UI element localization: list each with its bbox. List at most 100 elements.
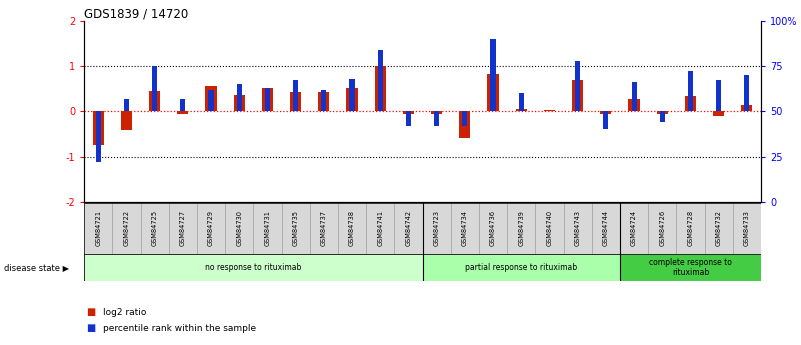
Bar	[378, 50, 383, 111]
Text: GSM84734: GSM84734	[462, 210, 468, 246]
Bar	[375, 66, 386, 111]
Text: GSM84724: GSM84724	[631, 210, 637, 246]
Bar	[657, 111, 668, 115]
Bar	[434, 111, 439, 126]
Text: GDS1839 / 14720: GDS1839 / 14720	[84, 8, 188, 21]
Bar	[121, 111, 132, 130]
Bar	[544, 110, 555, 111]
Bar	[236, 84, 242, 111]
Text: GSM84741: GSM84741	[377, 210, 383, 246]
Bar	[262, 88, 273, 111]
Bar	[629, 99, 640, 111]
Text: ■: ■	[86, 324, 95, 333]
Bar	[180, 99, 185, 111]
Bar	[451, 203, 479, 254]
Bar	[140, 203, 169, 254]
Bar	[507, 203, 535, 254]
Bar	[462, 111, 467, 126]
Bar	[620, 203, 648, 254]
Bar	[705, 203, 733, 254]
Text: GSM84730: GSM84730	[236, 210, 242, 246]
Bar	[394, 203, 422, 254]
Bar	[234, 96, 245, 111]
Bar	[318, 92, 329, 111]
Bar	[431, 111, 442, 115]
Bar	[459, 111, 470, 138]
Text: GSM84737: GSM84737	[321, 210, 327, 246]
Bar	[293, 80, 298, 111]
Text: GSM84736: GSM84736	[490, 210, 496, 246]
Bar	[84, 254, 422, 281]
Bar	[84, 203, 112, 254]
Text: GSM84742: GSM84742	[405, 210, 412, 246]
Bar	[535, 203, 564, 254]
Bar	[741, 105, 752, 111]
Text: GSM84722: GSM84722	[123, 210, 130, 246]
Bar	[95, 111, 101, 162]
Text: ■: ■	[86, 307, 95, 317]
Bar	[572, 80, 583, 111]
Text: GSM84723: GSM84723	[433, 210, 440, 246]
Bar	[321, 90, 326, 111]
Bar	[733, 203, 761, 254]
Bar	[620, 254, 761, 281]
Text: partial response to rituximab: partial response to rituximab	[465, 263, 578, 272]
Bar	[177, 111, 188, 114]
Bar	[716, 80, 721, 111]
Bar	[487, 74, 499, 111]
Bar	[479, 203, 507, 254]
Bar	[676, 203, 705, 254]
Text: GSM84740: GSM84740	[546, 210, 553, 246]
Text: GSM84725: GSM84725	[151, 210, 158, 246]
Bar	[603, 111, 609, 129]
Bar	[422, 254, 620, 281]
Text: percentile rank within the sample: percentile rank within the sample	[103, 324, 256, 333]
Bar	[205, 86, 216, 111]
Bar	[152, 66, 157, 111]
Bar	[93, 111, 104, 145]
Bar	[631, 82, 637, 111]
Text: GSM84729: GSM84729	[208, 210, 214, 246]
Bar	[149, 91, 160, 111]
Text: GSM84735: GSM84735	[292, 210, 299, 246]
Text: GSM84721: GSM84721	[95, 210, 101, 246]
Text: GSM84731: GSM84731	[264, 210, 271, 246]
Bar	[265, 88, 270, 111]
Bar	[519, 93, 524, 111]
Text: GSM84727: GSM84727	[179, 210, 186, 246]
Bar	[403, 111, 414, 114]
Bar	[290, 92, 301, 111]
Bar	[281, 203, 310, 254]
Text: disease state ▶: disease state ▶	[4, 263, 69, 272]
Bar	[592, 203, 620, 254]
Bar	[516, 109, 527, 111]
Bar	[253, 203, 281, 254]
Bar	[688, 71, 693, 111]
Bar	[197, 203, 225, 254]
Bar	[338, 203, 366, 254]
Text: GSM84732: GSM84732	[715, 210, 722, 246]
Bar	[713, 111, 724, 116]
Text: GSM84744: GSM84744	[603, 210, 609, 246]
Bar	[310, 203, 338, 254]
Bar	[744, 75, 750, 111]
Bar	[366, 203, 394, 254]
Bar	[208, 90, 214, 111]
Text: no response to rituximab: no response to rituximab	[205, 263, 301, 272]
Bar	[660, 111, 665, 122]
Bar	[406, 111, 411, 126]
Bar	[575, 61, 580, 111]
Text: complete response to
rituximab: complete response to rituximab	[649, 258, 732, 277]
Bar	[422, 203, 451, 254]
Bar	[112, 203, 140, 254]
Bar	[490, 39, 496, 111]
Bar	[124, 99, 129, 111]
Text: GSM84726: GSM84726	[659, 210, 666, 246]
Bar	[225, 203, 253, 254]
Text: log2 ratio: log2 ratio	[103, 308, 147, 317]
Bar	[346, 88, 358, 111]
Bar	[349, 79, 355, 111]
Text: GSM84739: GSM84739	[518, 210, 524, 246]
Bar	[169, 203, 197, 254]
Text: GSM84728: GSM84728	[687, 210, 694, 246]
